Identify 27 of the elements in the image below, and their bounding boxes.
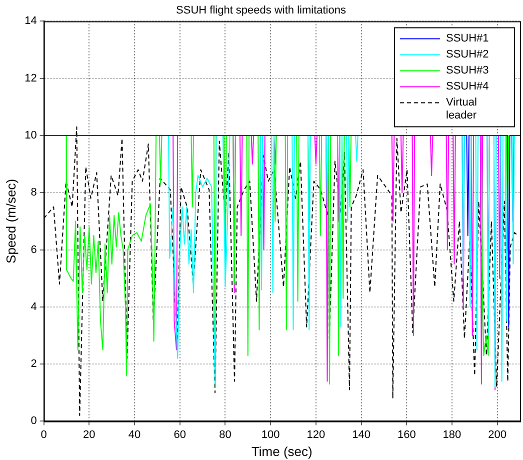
x-tick-label: 160	[397, 428, 416, 441]
x-tick-label: 200	[488, 428, 507, 441]
y-axis-title: Speed (m/sec)	[3, 178, 18, 264]
legend-label: SSUH#4	[446, 80, 489, 93]
chart-title: SSUH flight speeds with limitations	[176, 4, 346, 17]
y-tick-label: 10	[24, 130, 37, 142]
x-tick-label: 20	[83, 428, 96, 441]
x-tick-label: 100	[261, 428, 280, 441]
y-tick-label: 8	[30, 186, 37, 199]
y-tick-label: 14	[24, 15, 37, 28]
legend-label: SSUH#2	[446, 48, 489, 61]
x-tick-label: 40	[128, 428, 141, 441]
y-tick-label: 6	[30, 244, 37, 256]
legend-label: Virtual leader	[446, 96, 477, 122]
x-tick-label: 180	[442, 428, 462, 441]
legend-label: SSUH#1	[446, 32, 489, 45]
x-tick-label: 60	[174, 428, 186, 441]
x-tick-label: 80	[219, 428, 232, 441]
y-tick-label: 12	[24, 72, 37, 84]
x-tick-label: 120	[306, 428, 326, 441]
x-tick-label: 140	[352, 428, 370, 441]
x-axis-title: Time (sec)	[251, 444, 312, 459]
y-tick-label: 0	[30, 415, 37, 428]
y-tick-label: 4	[30, 300, 37, 313]
y-tick-label: 2	[30, 358, 37, 370]
x-tick-label: 0	[40, 428, 47, 441]
legend-label: SSUH#3	[446, 64, 489, 77]
